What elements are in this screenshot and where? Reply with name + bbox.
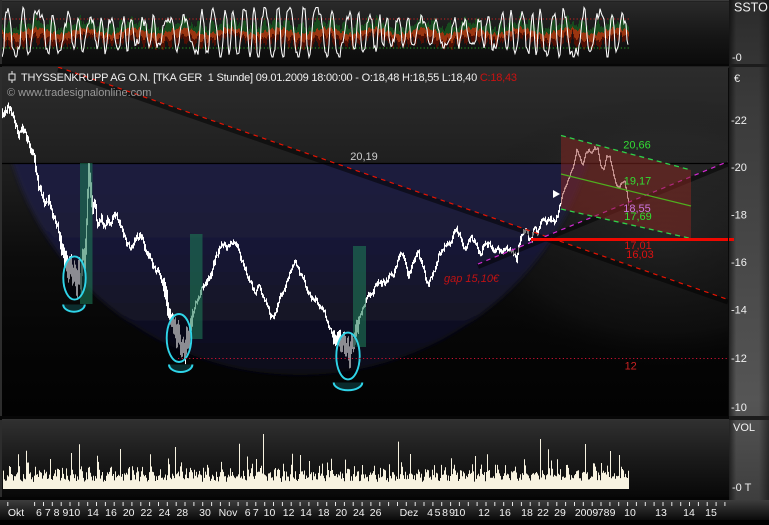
svg-text:7: 7: [45, 507, 51, 519]
svg-text:-12: -12: [731, 353, 747, 365]
svg-text:22: 22: [141, 507, 153, 519]
svg-text:10: 10: [454, 507, 466, 519]
svg-text:€: €: [734, 73, 740, 85]
svg-text:9: 9: [610, 507, 616, 519]
svg-text:6: 6: [245, 507, 251, 519]
svg-text:6: 6: [36, 507, 42, 519]
svg-text:-22: -22: [731, 115, 747, 127]
svg-text:THYSSENKRUPP AG O.N. [TKA GER: THYSSENKRUPP AG O.N. [TKA GER 1 Stunde] …: [21, 72, 517, 84]
svg-text:22: 22: [537, 507, 549, 519]
svg-text:10: 10: [69, 507, 81, 519]
svg-text:17,01: 17,01: [624, 240, 652, 252]
svg-text:7: 7: [253, 507, 259, 519]
svg-text:8: 8: [604, 507, 610, 519]
svg-text:gap 15,10€: gap 15,10€: [444, 273, 500, 285]
svg-text:16: 16: [105, 507, 117, 519]
svg-text:9: 9: [62, 507, 68, 519]
svg-text:14: 14: [683, 507, 695, 519]
svg-text:-0: -0: [732, 52, 742, 64]
svg-text:24: 24: [159, 507, 171, 519]
svg-text:15: 15: [705, 507, 717, 519]
svg-text:12: 12: [625, 361, 637, 373]
svg-text:16,03: 16,03: [626, 249, 654, 261]
svg-text:7: 7: [598, 507, 604, 519]
svg-text:Dez: Dez: [400, 507, 419, 519]
svg-text:10: 10: [264, 507, 276, 519]
svg-text:-18: -18: [731, 210, 747, 222]
svg-text:10: 10: [624, 507, 636, 519]
svg-text:-0 T: -0 T: [732, 482, 752, 494]
svg-text:28: 28: [176, 507, 188, 519]
svg-text:Okt: Okt: [8, 507, 24, 519]
svg-text:19,17: 19,17: [624, 176, 652, 188]
svg-text:29: 29: [554, 507, 566, 519]
svg-text:12: 12: [478, 507, 490, 519]
svg-text:5: 5: [435, 507, 441, 519]
svg-text:24: 24: [353, 507, 365, 519]
svg-text:8: 8: [442, 507, 448, 519]
svg-text:8: 8: [54, 507, 60, 519]
svg-text:VOL: VOL: [733, 422, 755, 434]
svg-text:-16: -16: [731, 257, 747, 269]
svg-text:-10: -10: [731, 402, 747, 414]
svg-text:20: 20: [335, 507, 347, 519]
svg-text:18,55: 18,55: [623, 203, 651, 215]
svg-text:12: 12: [283, 507, 295, 519]
svg-text:13: 13: [655, 507, 667, 519]
svg-text:14: 14: [300, 507, 312, 519]
svg-text:17,69: 17,69: [624, 211, 652, 223]
svg-text:14: 14: [87, 507, 99, 519]
svg-text:2009: 2009: [575, 507, 599, 519]
svg-text:© www.tradesignalonline.com: © www.tradesignalonline.com: [7, 87, 151, 99]
svg-text:-20: -20: [731, 162, 747, 174]
svg-text:SSTO: SSTO: [734, 1, 768, 15]
svg-text:20,66: 20,66: [623, 140, 651, 152]
svg-text:9: 9: [449, 507, 455, 519]
svg-text:Nov: Nov: [219, 507, 238, 519]
svg-text:20: 20: [123, 507, 135, 519]
svg-text:18: 18: [318, 507, 330, 519]
svg-text:16: 16: [499, 507, 511, 519]
svg-text:18: 18: [521, 507, 533, 519]
svg-text:26: 26: [370, 507, 382, 519]
svg-text:20,19: 20,19: [350, 151, 378, 163]
svg-text:4: 4: [427, 507, 433, 519]
svg-text:-14: -14: [731, 305, 747, 317]
svg-text:30: 30: [199, 507, 211, 519]
